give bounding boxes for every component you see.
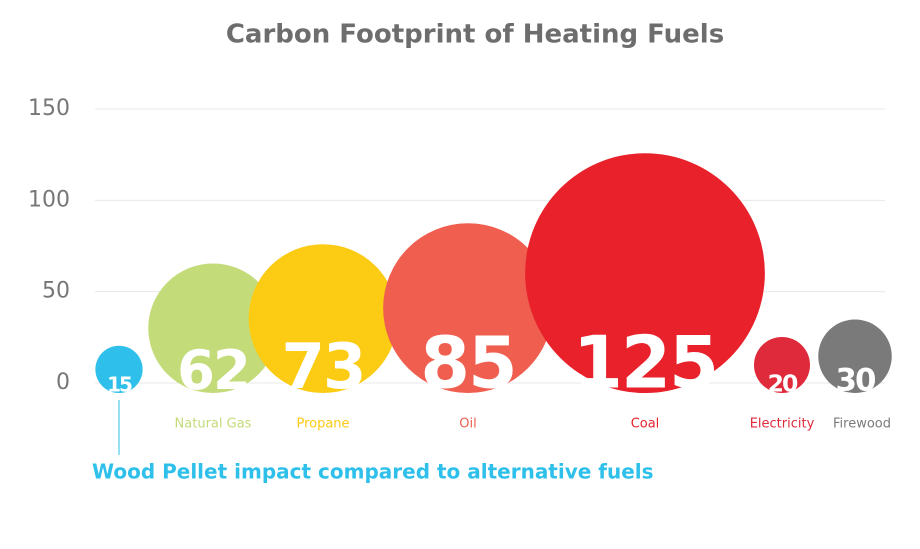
- chart-title: Carbon Footprint of Heating Fuels: [226, 20, 724, 50]
- bubble: [95, 345, 143, 393]
- value-label: 62: [177, 339, 249, 402]
- y-tick-label: 0: [56, 370, 70, 395]
- value-label: 30: [836, 363, 875, 399]
- category-label: Oil: [459, 417, 476, 432]
- annotation: Wood Pellet impact compared to alternati…: [92, 460, 654, 484]
- bubble: [754, 337, 810, 393]
- bubble: [148, 263, 278, 393]
- bubble: [818, 319, 892, 393]
- category-label: Coal: [631, 417, 660, 432]
- bubble: [248, 244, 398, 393]
- value-label: 125: [573, 320, 717, 404]
- value-label: 15: [107, 373, 132, 397]
- y-tick-label: 50: [42, 279, 70, 304]
- bubble: [383, 223, 553, 393]
- bubble: [525, 153, 765, 393]
- value-label: 85: [420, 322, 515, 405]
- value-label: 20: [768, 369, 798, 397]
- category-label: Natural Gas: [175, 417, 252, 432]
- category-label: Propane: [296, 417, 349, 432]
- value-label: 73: [282, 330, 365, 403]
- category-label: Electricity: [750, 417, 815, 432]
- y-tick-label: 100: [28, 187, 70, 212]
- y-tick-label: 150: [28, 96, 70, 121]
- category-label: Firewood: [833, 417, 891, 432]
